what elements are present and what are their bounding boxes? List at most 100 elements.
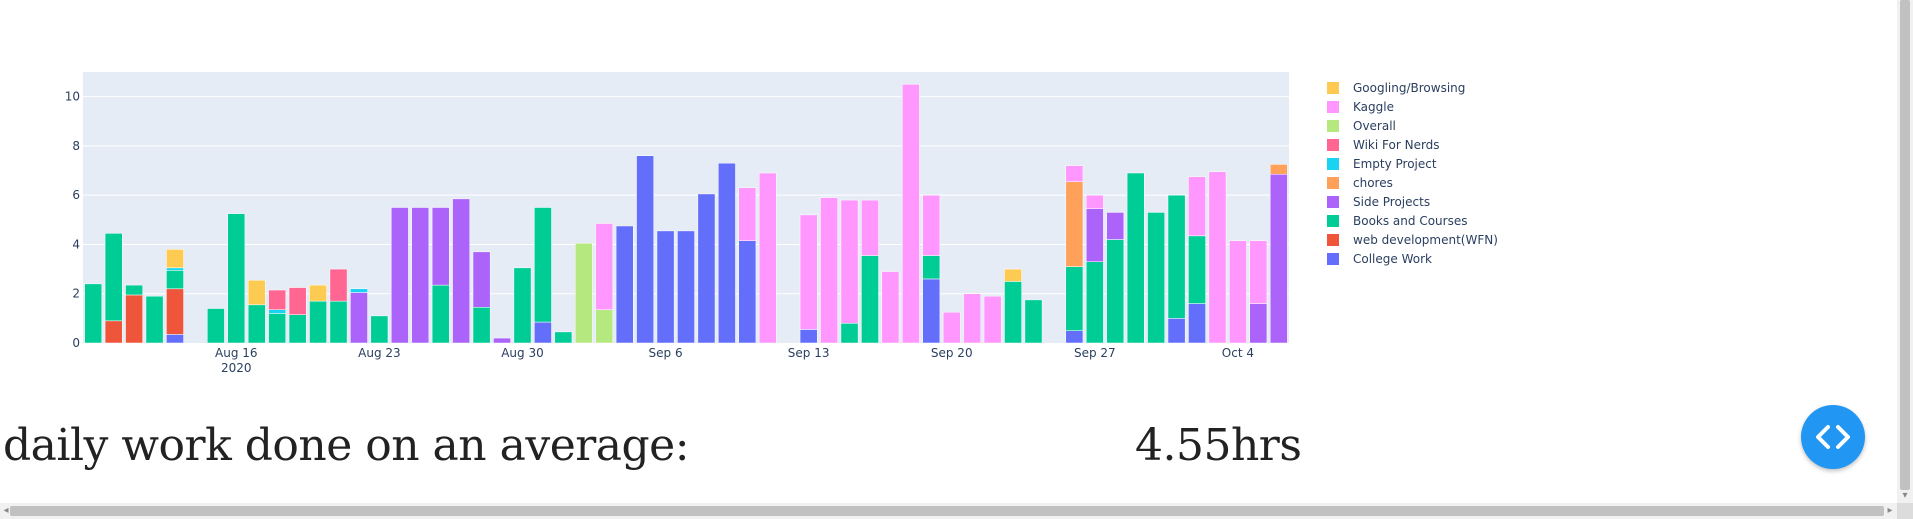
bar-segment <box>799 214 818 330</box>
scroll-down-arrow-icon[interactable]: ▾ <box>1902 490 1908 501</box>
bar-segment <box>1085 261 1104 344</box>
bar-segment <box>431 207 450 286</box>
bar-segment <box>1188 176 1206 237</box>
bar-segment <box>1065 181 1084 267</box>
bar-segment <box>1065 266 1084 331</box>
legend-item[interactable]: Googling/Browsing <box>1327 81 1465 95</box>
legend-label: College Work <box>1353 252 1432 266</box>
y-tick-label: 2 <box>72 287 80 301</box>
code-toggle-button[interactable] <box>1801 405 1865 469</box>
bar-segment <box>1167 194 1186 319</box>
bar-segment <box>881 271 900 344</box>
vertical-scrollbar[interactable]: ▾ <box>1897 0 1913 503</box>
legend-swatch <box>1327 177 1339 189</box>
x-tick-label: Sep 27 <box>1074 346 1116 360</box>
bar-segment <box>534 321 552 344</box>
bars <box>84 84 1288 344</box>
bar-segment <box>1188 303 1206 344</box>
bar-segment <box>1085 208 1104 262</box>
bar-segment <box>840 323 859 344</box>
bar-segment <box>1249 240 1268 304</box>
bar-segment <box>309 300 327 344</box>
bar-segment <box>309 284 327 302</box>
bar-segment <box>1024 299 1043 344</box>
legend-item[interactable]: Books and Courses <box>1327 214 1467 228</box>
bar-segment <box>431 284 450 344</box>
bar-segment <box>738 187 757 242</box>
y-tick-label: 10 <box>65 90 80 104</box>
bar-segment <box>840 199 859 324</box>
legend-item[interactable]: College Work <box>1327 252 1432 266</box>
bar-segment <box>1208 171 1227 344</box>
code-icon <box>1816 425 1850 449</box>
legend: Googling/Browsing Kaggle Overall Wiki For N… <box>1327 81 1498 266</box>
x-tick-year-label: 2020 <box>221 361 252 375</box>
bar-segment <box>1147 212 1165 344</box>
horizontal-scrollbar[interactable]: ◂ ▸ <box>0 503 1897 519</box>
scroll-left-arrow-icon[interactable]: ◂ <box>3 505 9 516</box>
bar-segment <box>922 194 941 256</box>
bar-segment <box>1085 194 1104 209</box>
bar-segment <box>1004 268 1022 282</box>
scroll-right-arrow-icon[interactable]: ▸ <box>1887 505 1893 516</box>
legend-item[interactable]: Wiki For Nerds <box>1327 138 1440 152</box>
bar-segment <box>268 309 287 314</box>
legend-item[interactable]: Empty Project <box>1327 157 1437 171</box>
bar-segment <box>513 267 532 344</box>
bar-segment <box>820 197 838 344</box>
bar-segment <box>288 287 307 315</box>
bar-segment <box>472 307 491 344</box>
bar-segment <box>390 207 409 344</box>
y-tick-label: 6 <box>72 188 80 202</box>
legend-swatch <box>1327 139 1339 151</box>
scroll-corner <box>1897 503 1913 519</box>
legend-label: Books and Courses <box>1353 214 1467 228</box>
bar-segment <box>595 223 614 310</box>
x-tick-label: Aug 23 <box>358 346 401 360</box>
average-value: 4.55hrs <box>1135 420 1302 471</box>
bar-segment <box>350 292 368 344</box>
bar-segment <box>595 309 614 344</box>
legend-label: Wiki For Nerds <box>1353 138 1440 152</box>
bar-segment <box>1065 165 1084 182</box>
legend-item[interactable]: chores <box>1327 176 1393 190</box>
bar-segment <box>411 207 430 344</box>
bar-segment <box>697 193 716 344</box>
bar-segment <box>1106 239 1125 344</box>
legend-item[interactable]: web development(WFN) <box>1327 233 1498 247</box>
legend-label: Kaggle <box>1353 100 1394 114</box>
bar-segment <box>493 337 511 344</box>
bar-segment <box>1269 173 1288 344</box>
y-axis-ticks: 0 2 4 6 8 10 <box>65 90 80 350</box>
legend-label: web development(WFN) <box>1353 233 1498 247</box>
x-tick-label: Aug 30 <box>501 346 544 360</box>
bar-segment <box>922 278 941 344</box>
legend-item[interactable]: Kaggle <box>1327 100 1394 114</box>
bar-segment <box>125 294 143 344</box>
bar-segment <box>718 162 736 344</box>
legend-swatch <box>1327 101 1339 113</box>
bar-segment <box>207 308 225 344</box>
average-label: daily work done on an average: <box>3 420 690 471</box>
x-tick-label: Sep 20 <box>931 346 973 360</box>
bar-segment <box>350 288 368 293</box>
bar-segment <box>799 329 818 344</box>
bar-segment <box>452 198 470 344</box>
bar-segment <box>104 320 123 344</box>
bar-segment <box>861 199 879 256</box>
bar-segment <box>268 289 287 310</box>
bar-segment <box>1188 235 1206 304</box>
bar-segment <box>534 207 552 323</box>
bar-segment <box>861 255 879 344</box>
legend-item[interactable]: Overall <box>1327 119 1396 133</box>
horizontal-scroll-thumb[interactable] <box>10 506 1884 516</box>
bar-segment <box>983 295 1002 344</box>
legend-item[interactable]: Side Projects <box>1327 195 1430 209</box>
bar-segment <box>1249 303 1268 344</box>
vertical-scroll-thumb[interactable] <box>1900 0 1910 490</box>
legend-swatch <box>1327 196 1339 208</box>
legend-swatch <box>1327 253 1339 265</box>
bar-segment <box>166 288 184 335</box>
bar-segment <box>656 230 675 344</box>
y-tick-label: 4 <box>72 237 80 251</box>
